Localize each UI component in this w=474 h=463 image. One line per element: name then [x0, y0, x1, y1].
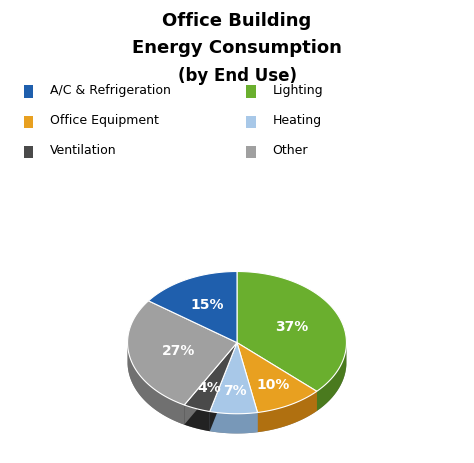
Polygon shape	[184, 343, 237, 425]
Polygon shape	[128, 345, 184, 425]
Polygon shape	[148, 271, 237, 343]
Text: Other: Other	[273, 144, 308, 157]
Text: 7%: 7%	[223, 384, 246, 398]
Text: A/C & Refrigeration: A/C & Refrigeration	[50, 84, 171, 97]
Polygon shape	[210, 343, 257, 414]
Text: Heating: Heating	[273, 114, 322, 127]
Polygon shape	[210, 343, 237, 431]
Polygon shape	[128, 343, 346, 433]
Text: Office Equipment: Office Equipment	[50, 114, 159, 127]
Polygon shape	[210, 412, 257, 433]
Polygon shape	[184, 405, 210, 431]
Text: 37%: 37%	[275, 320, 309, 334]
Text: Ventilation: Ventilation	[50, 144, 117, 157]
Polygon shape	[237, 343, 317, 413]
Polygon shape	[237, 343, 317, 411]
Polygon shape	[257, 391, 317, 432]
Polygon shape	[184, 343, 237, 425]
Polygon shape	[237, 271, 346, 391]
Polygon shape	[317, 345, 346, 411]
Text: 10%: 10%	[256, 378, 290, 392]
Polygon shape	[184, 343, 237, 412]
Polygon shape	[237, 343, 257, 432]
Text: 27%: 27%	[162, 344, 195, 358]
Text: Office Building: Office Building	[163, 12, 311, 30]
Polygon shape	[237, 343, 317, 411]
Polygon shape	[128, 301, 237, 405]
Text: 15%: 15%	[191, 298, 224, 312]
Polygon shape	[210, 343, 237, 431]
Polygon shape	[237, 343, 257, 432]
Text: 4%: 4%	[198, 381, 221, 394]
Text: Lighting: Lighting	[273, 84, 323, 97]
Text: Energy Consumption: Energy Consumption	[132, 39, 342, 57]
Text: (by End Use): (by End Use)	[177, 67, 297, 85]
